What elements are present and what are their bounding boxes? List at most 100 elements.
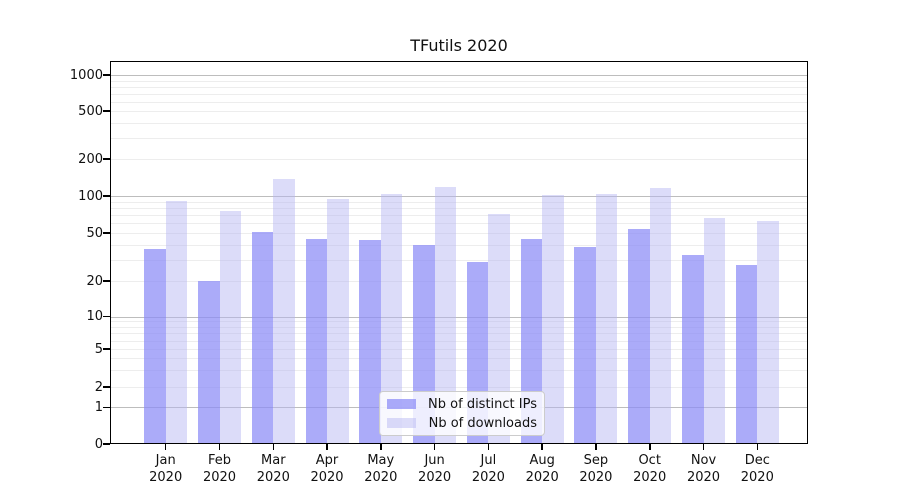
minor-gridline: [110, 86, 808, 88]
x-tick-mark: [164, 444, 167, 450]
bar-downloads-sep: [595, 194, 618, 444]
minor-gridline: [110, 281, 808, 282]
bar-distinct-ips-dec: [735, 265, 758, 444]
legend-label-distinct-ips: Nb of distinct IPs: [428, 396, 537, 412]
minor-gridline: [110, 358, 808, 360]
bar-distinct-ips-feb: [198, 281, 220, 444]
x-tick-mark: [433, 444, 436, 450]
bar-distinct-ips-may: [359, 239, 381, 444]
bar-downloads-dec: [757, 220, 779, 444]
bar-distinct-ips-mar: [251, 231, 274, 444]
minor-gridline: [110, 370, 808, 372]
y-tick-mark: [103, 348, 110, 350]
x-tick-mark: [487, 444, 490, 450]
minor-gridline: [110, 93, 808, 95]
bar-downloads-jul: [488, 213, 510, 444]
minor-gridline: [110, 327, 808, 328]
minor-gridline: [110, 340, 808, 342]
minor-gridline: [110, 159, 808, 160]
major-gridline: [110, 316, 808, 318]
minor-gridline: [110, 349, 808, 350]
x-tick-mark: [541, 444, 543, 450]
y-tick-mark: [103, 315, 110, 318]
x-tick-label: Apr 2020: [310, 453, 344, 485]
minor-gridline: [110, 111, 808, 112]
y-tick-label: 200: [78, 151, 103, 167]
y-tick-mark: [103, 232, 110, 234]
x-tick-label: Mar 2020: [256, 453, 290, 485]
y-tick-label: 20: [86, 273, 103, 289]
x-tick-label: Feb 2020: [202, 453, 237, 485]
bar-distinct-ips-nov: [682, 254, 704, 444]
x-tick-label: May 2020: [364, 453, 398, 485]
minor-gridline: [110, 333, 808, 335]
bar-downloads-may: [380, 193, 403, 444]
x-tick-mark: [218, 444, 221, 450]
y-tick-label: 500: [78, 103, 103, 119]
bar-distinct-ips-jan: [144, 248, 166, 444]
y-tick-label: 10: [86, 309, 103, 324]
y-tick-mark: [103, 195, 110, 197]
bar-downloads-jun: [434, 186, 457, 444]
bar-distinct-ips-apr: [305, 238, 327, 444]
y-tick-label: 100: [78, 188, 103, 204]
x-tick-mark: [595, 444, 597, 450]
bar-downloads-apr: [327, 198, 349, 444]
x-tick-mark: [272, 444, 274, 450]
minor-gridline: [110, 244, 808, 246]
bar-downloads-mar: [273, 179, 295, 444]
x-tick-label: Jan 2020: [149, 453, 183, 485]
y-tick-mark: [103, 110, 110, 112]
y-tick-mark: [103, 74, 110, 76]
x-tick-label: Aug 2020: [525, 453, 559, 485]
minor-gridline: [110, 201, 808, 203]
y-tick-mark: [103, 386, 110, 388]
minor-gridline: [110, 137, 808, 139]
x-tick-label: Nov 2020: [686, 453, 721, 485]
bar-distinct-ips-sep: [574, 247, 596, 444]
x-tick-label: Jul 2020: [471, 453, 505, 485]
minor-gridline: [110, 215, 808, 216]
x-tick-mark: [702, 444, 705, 450]
x-tick-label: Jun 2020: [418, 453, 452, 485]
bar-downloads-jan: [165, 201, 188, 444]
bar-downloads-nov: [703, 218, 725, 444]
x-tick-label: Dec 2020: [740, 453, 774, 485]
bar-downloads-feb: [219, 210, 241, 444]
y-tick-label: 0: [94, 436, 103, 452]
x-tick-mark: [756, 444, 758, 450]
legend: Nb of distinct IPs Nb of downloads: [379, 391, 545, 436]
legend-swatch-downloads: [387, 418, 416, 428]
y-tick-label: 50: [86, 225, 103, 241]
bar-downloads-oct: [649, 188, 672, 444]
legend-swatch-distinct-ips: [387, 399, 416, 409]
minor-gridline: [110, 223, 808, 225]
major-gridline: [110, 75, 808, 76]
x-tick-label: Oct 2020: [633, 453, 667, 485]
bar-distinct-ips-oct: [628, 228, 650, 444]
y-tick-mark: [103, 406, 110, 409]
y-tick-label: 2: [94, 379, 103, 395]
y-tick-mark: [103, 443, 110, 445]
minor-gridline: [110, 387, 808, 388]
chart-title: TFutils 2020: [410, 36, 508, 55]
legend-entry-downloads: Nb of downloads: [387, 414, 537, 433]
x-tick-label: Sep 2020: [579, 453, 613, 485]
minor-gridline: [110, 101, 808, 103]
minor-gridline: [110, 259, 808, 261]
y-tick-label: 1000: [69, 67, 103, 83]
y-tick-label: 1: [94, 399, 103, 415]
minor-gridline: [110, 207, 808, 209]
minor-gridline: [110, 233, 808, 234]
minor-gridline: [110, 321, 808, 323]
minor-gridline: [110, 122, 808, 124]
x-tick-mark: [380, 444, 382, 450]
major-gridline: [110, 196, 808, 197]
x-tick-mark: [649, 444, 651, 450]
y-tick-mark: [103, 280, 110, 282]
bar-downloads-aug: [542, 194, 564, 444]
legend-entry-distinct-ips: Nb of distinct IPs: [387, 395, 537, 414]
y-tick-label: 5: [94, 341, 103, 357]
legend-label-downloads: Nb of downloads: [428, 415, 537, 431]
